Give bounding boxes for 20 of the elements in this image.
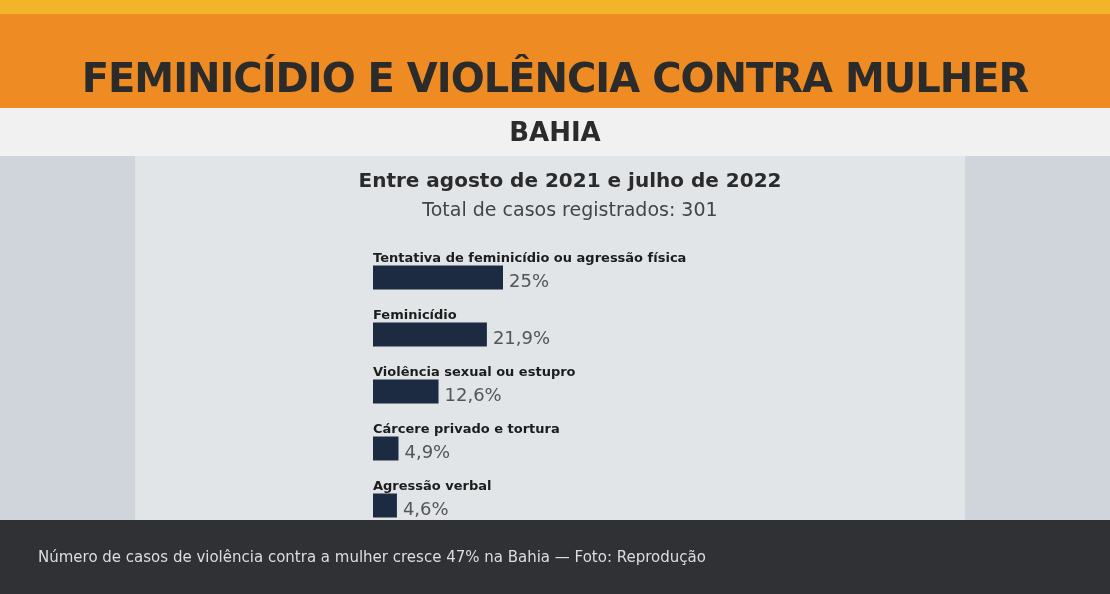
bar xyxy=(373,436,399,461)
data-label: 25% xyxy=(509,269,550,291)
data-label: 4,9% xyxy=(404,440,451,462)
bar xyxy=(373,379,439,404)
bar xyxy=(373,493,397,518)
data-label: 12,6% xyxy=(444,383,502,405)
data-label: 4,6% xyxy=(402,497,449,519)
text: BAHIA xyxy=(0,108,1110,156)
y-tick-label: Tentativa de feminicídio ou agressão física xyxy=(373,249,687,265)
y-tick-label: Cárcere privado e tortura xyxy=(373,420,560,436)
text: Total de casos registrados: 301 xyxy=(421,198,719,220)
bar xyxy=(373,265,503,290)
text: Número de casos de violência contra a mulher cresce 47% na Bahia — Foto: Reprodução xyxy=(0,520,1110,594)
y-tick-label: Agressão verbal xyxy=(373,477,492,493)
y-tick-label: Violência sexual ou estupro xyxy=(373,363,576,379)
bar xyxy=(373,322,487,347)
text: Entre agosto de 2021 e julho de 2022 xyxy=(357,168,783,192)
chart-title: FEMINICÍDIO E VIOLÊNCIA CONTRA MULHER xyxy=(0,14,1110,108)
data-label: 21,9% xyxy=(492,326,551,348)
y-tick-label: Feminicídio xyxy=(373,306,457,322)
